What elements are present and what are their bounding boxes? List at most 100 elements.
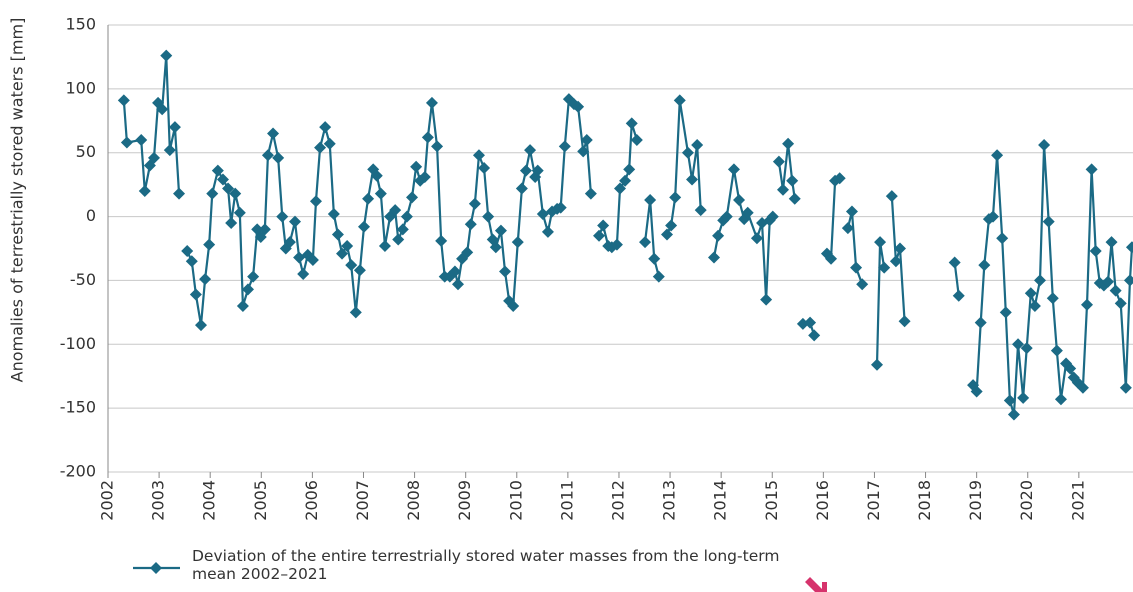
data-point [1042,215,1055,228]
data-point [406,191,419,204]
data-point [396,223,409,236]
data-point [874,236,887,249]
x-tick-label: 2006 [302,480,321,521]
data-point [267,127,280,140]
data-point [580,133,593,146]
data-point [673,94,686,107]
data-point [507,299,520,312]
data-point [782,137,795,150]
data-point [1123,274,1133,287]
data-point [261,149,274,162]
data-point [1003,394,1016,407]
data-point [1007,408,1020,421]
data-point [452,278,465,291]
x-tick-label: 2010 [506,480,525,521]
data-point [489,241,502,254]
x-tick-label: 2020 [1017,480,1036,521]
data-point [203,238,216,251]
data-point [524,144,537,157]
data-point [511,236,524,249]
data-point [1101,275,1114,288]
x-tick-label: 2013 [660,480,679,521]
data-point [468,197,481,210]
data-point [630,133,643,146]
legend-label: Deviation of the entire terrestrially st… [192,547,780,583]
y-tick-label: -50 [70,270,96,289]
data-point [199,273,212,286]
data-point [1109,284,1122,297]
data-point [750,232,763,245]
data-point [173,187,186,200]
data-point [283,236,296,249]
data-point [974,316,987,329]
data-point [327,208,340,221]
data-point [1038,139,1051,152]
data-point [323,137,336,150]
x-tick-label: 2007 [353,480,372,521]
x-tick-label: 2016 [813,480,832,521]
data-point [120,136,133,149]
data-point [418,170,431,183]
data-point [665,219,678,232]
x-tick-label: 2012 [608,480,627,521]
x-tick-label: 2011 [557,480,576,521]
data-point [1105,236,1118,249]
data-point [448,265,461,278]
series-line [890,196,906,322]
data-point [331,228,344,241]
data-point [686,173,699,186]
data-point [247,270,260,283]
data-point [1017,391,1030,404]
data-point [499,265,512,278]
data-point [472,149,485,162]
data-point [425,96,438,109]
data-point [623,163,636,176]
y-axis-label: Anomalies of terrestrially stored waters… [8,18,27,383]
data-point [421,131,434,144]
data-point [185,255,198,268]
data-point [856,278,869,291]
data-point [229,187,242,200]
data-point [850,261,863,274]
data-point [644,193,657,206]
data-point [952,289,965,302]
data-point [841,222,854,235]
data-point [242,283,255,296]
data-point [660,228,673,241]
data-point [1119,381,1132,394]
data-point [712,229,725,242]
data-point [163,144,176,157]
data-point [1050,344,1063,357]
data-point [741,206,754,219]
data-point [306,253,319,266]
x-tick-label: 2018 [915,480,934,521]
data-point [216,173,229,186]
data-point [597,219,610,232]
data-point [996,232,1009,245]
data-point [991,149,1004,162]
data-point [1046,292,1059,305]
data-point [435,234,448,247]
trend-arrow-icon [805,577,827,592]
data-point [353,264,366,277]
data-point [503,294,516,307]
data-point [1028,299,1041,312]
x-tick-label: 2005 [251,480,270,521]
y-tick-label: -150 [60,398,96,417]
data-point [691,139,704,152]
data-point [168,121,181,134]
y-tick-label: 150 [65,15,96,34]
data-point [613,182,626,195]
data-point [378,239,391,252]
x-tick-label: 2017 [864,480,883,521]
data-point [138,185,151,198]
data-point [639,236,652,249]
data-point [986,210,999,223]
data-point [519,164,532,177]
series-line [665,99,702,235]
data-point [233,206,246,219]
data-point [889,255,902,268]
x-tick-label: 2003 [149,480,168,521]
